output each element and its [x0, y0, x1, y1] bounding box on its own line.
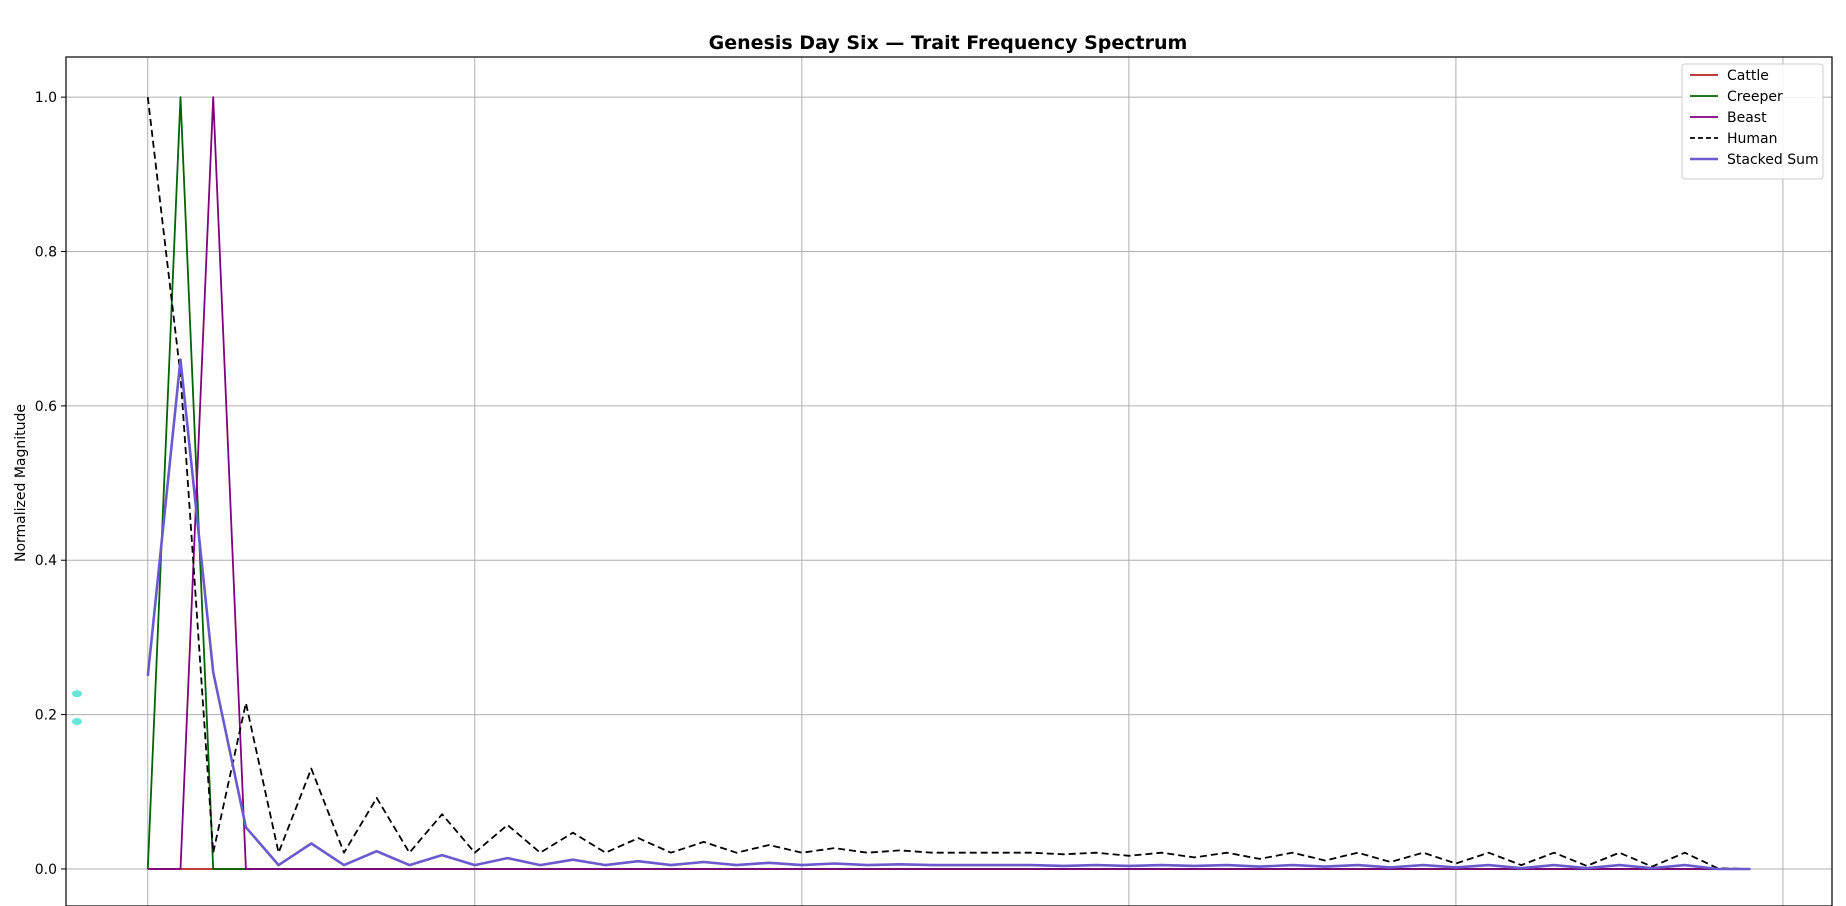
legend: Cattle Creeper Beast Human Stacked Sum [1681, 63, 1824, 180]
stray-marker-0 [72, 690, 82, 698]
chart-title: Genesis Day Six — Trait Frequency Spectr… [709, 32, 1188, 54]
stray-marker-1 [72, 718, 82, 726]
series-line-stacked-sum [146, 358, 1751, 871]
grid-lines [66, 57, 1832, 906]
legend-label-stacked-sum: Stacked Sum [1727, 152, 1819, 168]
y-tick-label-5: 1.0 [35, 90, 57, 106]
y-tick-label-4: 0.8 [35, 244, 57, 260]
series-line-human [146, 96, 1751, 870]
series-line-beast [147, 96, 1751, 870]
y-axis-label: Normalized Magnitude [13, 404, 29, 562]
legend-label-creeper: Creeper [1727, 89, 1783, 105]
y-tick-label-3: 0.6 [35, 399, 57, 415]
series-lines [146, 96, 1751, 871]
legend-box [1681, 63, 1824, 180]
legend-label-beast: Beast [1727, 110, 1767, 126]
y-axis-ticks: 0.0 0.2 0.4 0.6 0.8 1.0 [35, 90, 66, 878]
y-tick-label-2: 0.4 [35, 553, 57, 569]
legend-label-human: Human [1727, 131, 1778, 147]
y-tick-label-1: 0.2 [35, 708, 57, 724]
plot-frame [65, 56, 1833, 906]
stray-markers [72, 690, 82, 726]
y-tick-label-0: 0.0 [35, 862, 57, 878]
legend-label-cattle: Cattle [1727, 68, 1769, 84]
